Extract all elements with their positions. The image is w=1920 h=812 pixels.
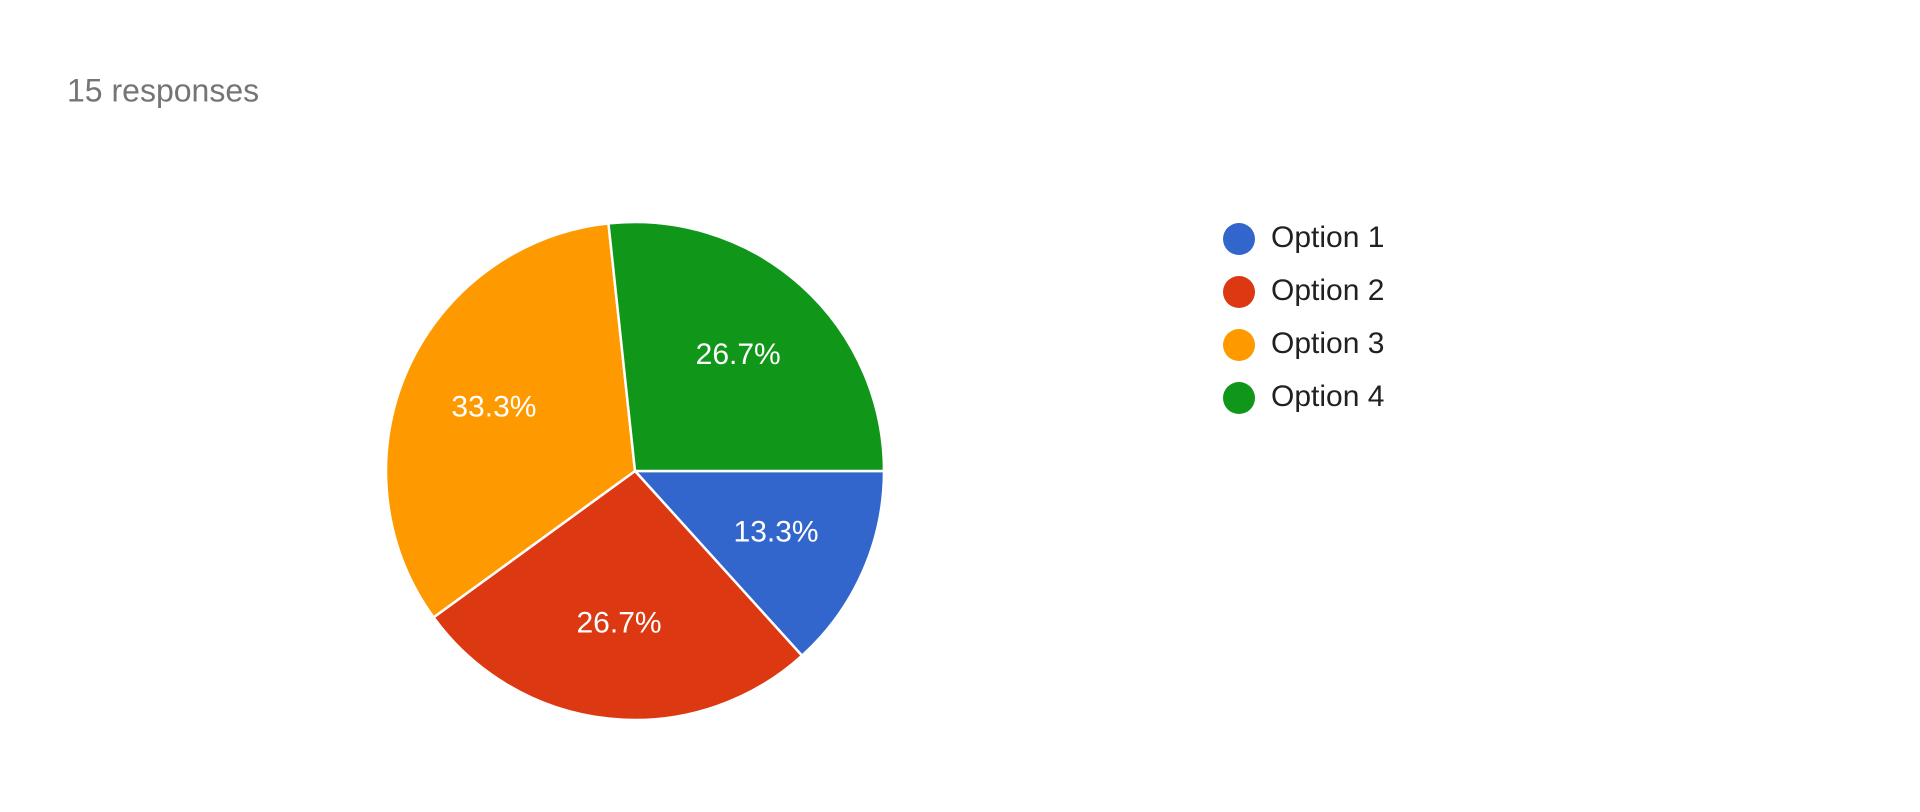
slice-label: 26.7%	[696, 338, 781, 371]
chart-title: 15 responses	[67, 72, 259, 108]
slice-label: 13.3%	[734, 516, 819, 549]
pie-slice	[607, 220, 886, 473]
legend-label: Option 3	[1271, 327, 1384, 360]
legend-swatch	[1223, 276, 1255, 308]
legend-swatch	[1223, 223, 1255, 255]
legend-swatch	[1223, 329, 1255, 361]
pie-slice	[384, 222, 637, 620]
legend-label: Option 1	[1271, 221, 1384, 254]
legend-label: Option 4	[1271, 380, 1384, 413]
legend-label: Option 2	[1271, 274, 1384, 307]
pie-slice	[632, 469, 886, 658]
slice-label: 33.3%	[451, 390, 536, 423]
legend-swatch	[1223, 382, 1255, 414]
slice-label: 26.7%	[576, 606, 661, 639]
pie-slice	[431, 469, 804, 722]
